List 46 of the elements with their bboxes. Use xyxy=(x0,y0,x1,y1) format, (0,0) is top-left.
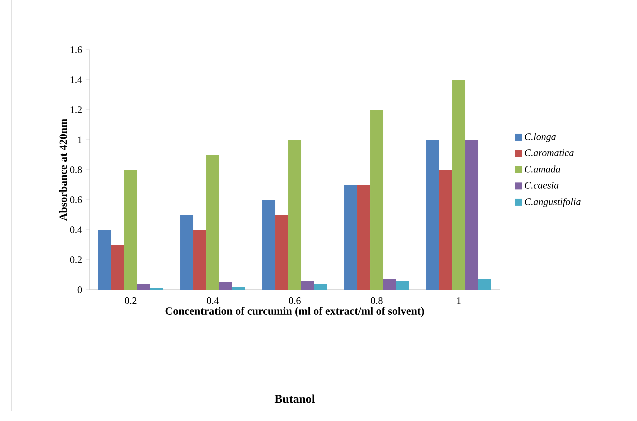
bar xyxy=(426,140,440,290)
bar xyxy=(396,281,410,290)
bar xyxy=(466,140,479,290)
x-axis-title: Concentration of curcumin (ml of extract/ml of solvent) xyxy=(166,307,424,318)
bar xyxy=(276,215,289,290)
y-tick-label: 0.4 xyxy=(70,226,82,234)
bar xyxy=(314,284,328,290)
bar xyxy=(194,230,207,290)
legend-label: C.caesia xyxy=(525,182,559,189)
x-tick-label: 0.6 xyxy=(289,298,301,304)
bar xyxy=(232,287,246,290)
x-tick-label: 0.2 xyxy=(125,298,137,304)
bar xyxy=(288,140,302,290)
bar xyxy=(98,230,112,290)
bar xyxy=(344,185,358,290)
y-tick-label: 0 xyxy=(78,286,82,294)
y-axis-title: Absorbance at 420nm xyxy=(59,119,68,222)
bar xyxy=(220,282,233,290)
bar xyxy=(452,80,466,290)
y-tick-label: 1.6 xyxy=(70,46,82,54)
bar xyxy=(440,170,453,290)
y-tick-label: 1.4 xyxy=(70,76,82,84)
text: Butanol xyxy=(274,394,316,404)
bar xyxy=(180,215,194,290)
legend-label: C.amada xyxy=(525,166,560,173)
bar xyxy=(262,200,276,290)
x-tick-label: 0.4 xyxy=(207,298,220,304)
bar xyxy=(124,170,138,290)
x-tick-label: 1 xyxy=(457,298,461,304)
bar xyxy=(112,245,125,290)
bar xyxy=(384,280,397,290)
y-tick-label: 1.2 xyxy=(70,106,82,114)
bar xyxy=(138,284,151,290)
y-tick-label: 0.6 xyxy=(70,196,82,204)
bar xyxy=(206,155,220,290)
bar xyxy=(358,185,371,290)
bar xyxy=(478,280,492,290)
x-tick-label: 0.8 xyxy=(371,298,383,304)
legend-label: C.angustifolia xyxy=(525,198,581,208)
bar xyxy=(370,110,384,290)
legend-label: C.aromatica xyxy=(525,150,574,156)
bar xyxy=(302,281,315,290)
y-tick-label: 1 xyxy=(78,136,82,144)
y-tick-label: 0.8 xyxy=(70,166,82,174)
y-tick-label: 0.2 xyxy=(70,256,82,264)
legend-label: C.longa xyxy=(525,133,556,142)
